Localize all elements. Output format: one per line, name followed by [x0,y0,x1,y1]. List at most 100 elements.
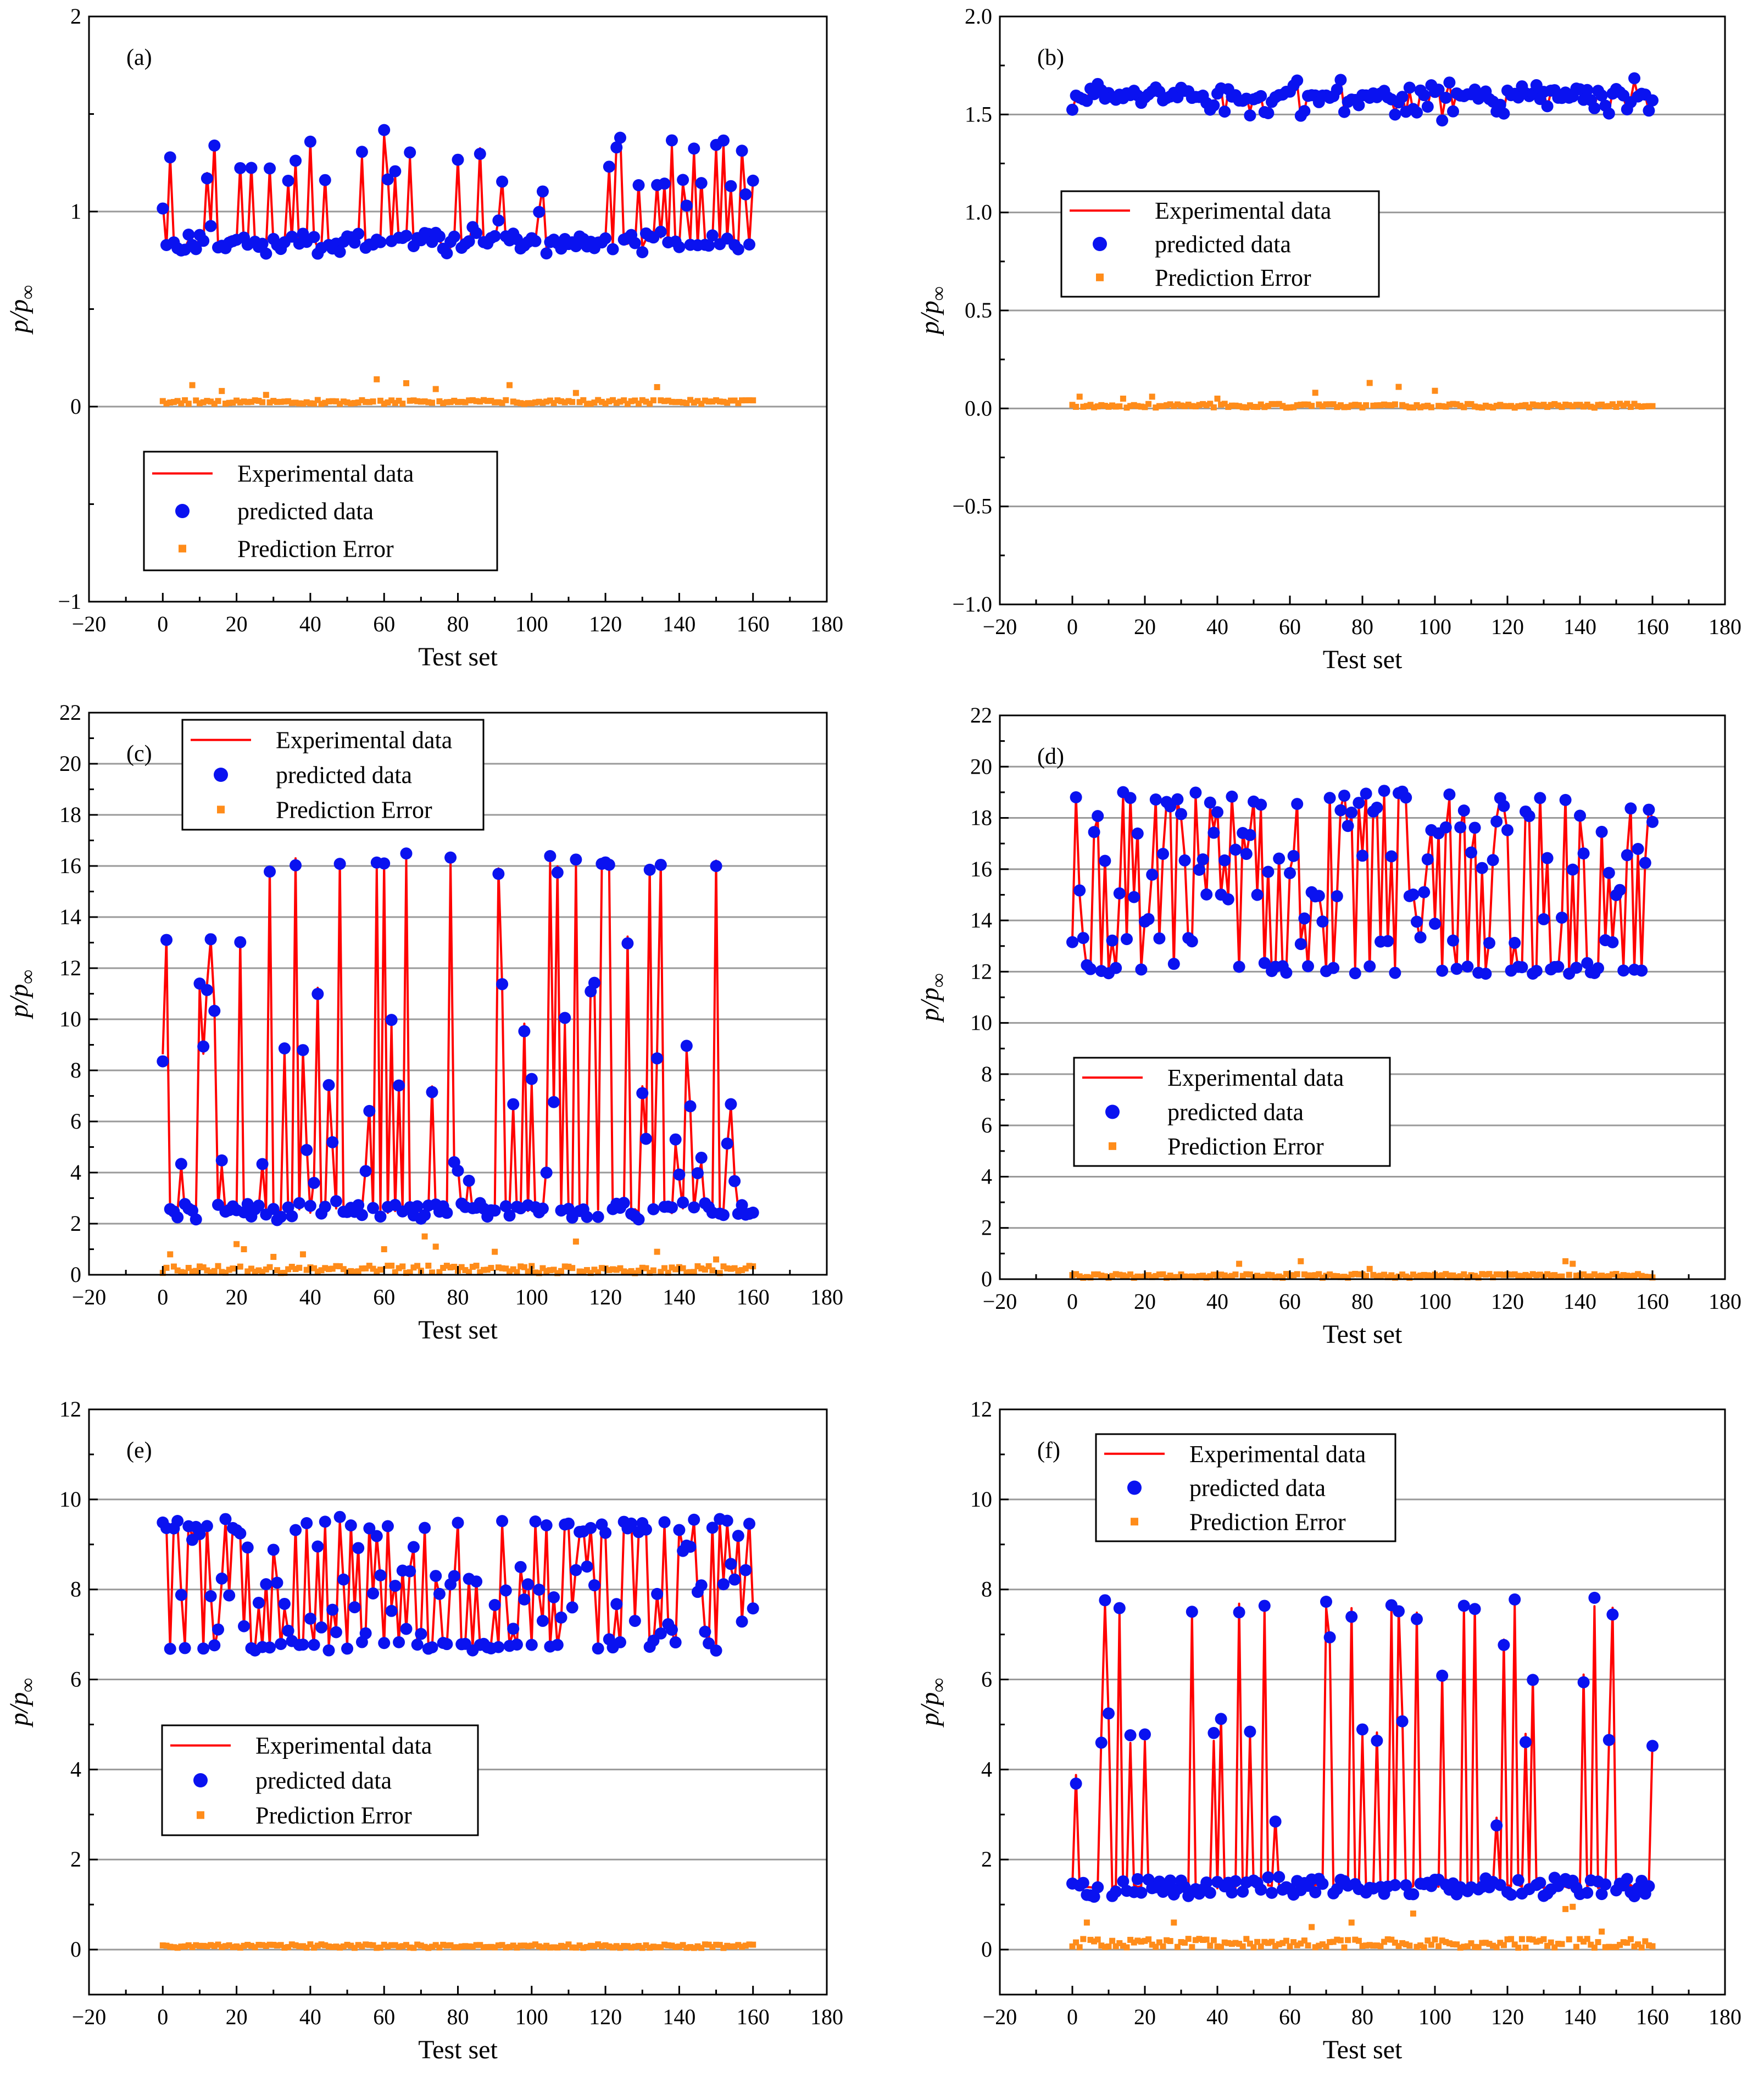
error-point [466,397,472,404]
error-point [683,1269,690,1276]
error-point [1225,404,1232,410]
error-point [1091,404,1098,410]
predicted-point [1443,76,1456,89]
error-point [584,1944,591,1951]
x-tick-label: 140 [663,2004,695,2029]
error-point [182,1269,188,1276]
legend-predicted-symbol [193,1773,208,1787]
error-point [314,397,321,403]
error-point [1395,1943,1402,1950]
predicted-point [1284,867,1296,880]
predicted-point [1613,884,1626,896]
error-point [1406,1274,1413,1281]
x-tick-label: 160 [1636,1289,1669,1314]
error-point [580,397,587,403]
error-point [1570,1903,1576,1910]
predicted-point [570,853,582,866]
x-tick-label: 80 [447,612,469,636]
error-point [303,1267,310,1273]
y-tick-label: 16 [59,853,81,878]
error-point [170,1944,177,1951]
y-axis-title: p/p∞ [4,1678,38,1728]
error-point [1645,1274,1652,1280]
error-point [211,1943,218,1950]
error-point [193,397,199,404]
predicted-point [252,1596,265,1609]
error-series [1069,380,1656,411]
error-point [1254,1939,1261,1945]
predicted-point [747,1206,759,1219]
legend-predicted-symbol [214,768,228,782]
predicted-point [1070,791,1082,803]
predicted-point [747,1602,759,1615]
error-point [455,399,461,406]
predicted-point [703,240,715,252]
predicted-point [1103,1707,1115,1720]
error-point [1443,1939,1449,1945]
error-point [1272,1274,1279,1281]
predicted-point [743,1518,755,1530]
error-point [1185,1936,1192,1942]
error-point [1381,1271,1388,1278]
predicted-point [1468,821,1481,834]
error-point [1112,1271,1119,1278]
predicted-point [688,142,700,155]
error-point [665,397,671,404]
predicted-point [470,226,483,239]
error-point [1200,1937,1206,1943]
error-point [167,399,174,406]
predicted-point [588,1579,600,1592]
error-point [1504,1936,1511,1943]
predicted-point [1389,108,1401,121]
predicted-point [1092,1881,1104,1893]
error-point [713,1256,720,1263]
error-point [1334,404,1340,410]
error-point [539,1265,546,1271]
predicted-point [378,1637,391,1650]
error-point [1522,1271,1529,1278]
predicted-point [603,160,615,173]
error-point [469,397,476,403]
error-point [233,1943,240,1950]
error-point [455,1944,461,1951]
legend-box [181,719,485,831]
error-point [536,1270,542,1276]
error-point [669,1942,675,1949]
predicted-point [1595,1888,1608,1901]
error-point [1167,1273,1173,1279]
predicted-point [219,1513,232,1525]
predicted-point [322,1079,335,1091]
error-point [1439,1937,1445,1944]
predicted-point [673,1524,686,1536]
error-point [200,1264,207,1271]
y-axis-title-main: p/p [4,299,34,335]
y-tick-label: 8 [70,1058,81,1082]
predicted-point [562,1517,575,1530]
y-tick-label: 6 [70,1109,81,1134]
error-point [569,399,576,406]
predicted-point [208,1004,221,1017]
error-point [248,1942,254,1949]
predicted-point [337,1573,350,1586]
error-point [503,397,509,403]
error-point [499,1265,505,1271]
predicted-point [1262,1871,1275,1884]
predicted-point [1436,1669,1449,1682]
predicted-point [463,235,475,248]
error-point [1577,402,1583,408]
error-point [159,1942,166,1948]
predicted-point [1595,89,1608,102]
error-point [322,1942,329,1948]
error-point [1526,1936,1533,1942]
y-axis-title: p/p∞ [915,973,949,1023]
panel-e: −20 0 20 40 60 80 100 120 140 160 180024681012Test… [4,1397,843,2064]
predicted-point [290,154,302,167]
predicted-point [1414,931,1427,943]
predicted-point [1244,1725,1256,1738]
error-point [550,1267,557,1273]
legend-error-label: Prediction Error [1155,264,1311,291]
error-point [1345,1937,1351,1943]
error-point [1548,1272,1554,1279]
x-tick-label: 0 [157,1285,168,1309]
y-axis-title-main: p/p [915,987,944,1023]
